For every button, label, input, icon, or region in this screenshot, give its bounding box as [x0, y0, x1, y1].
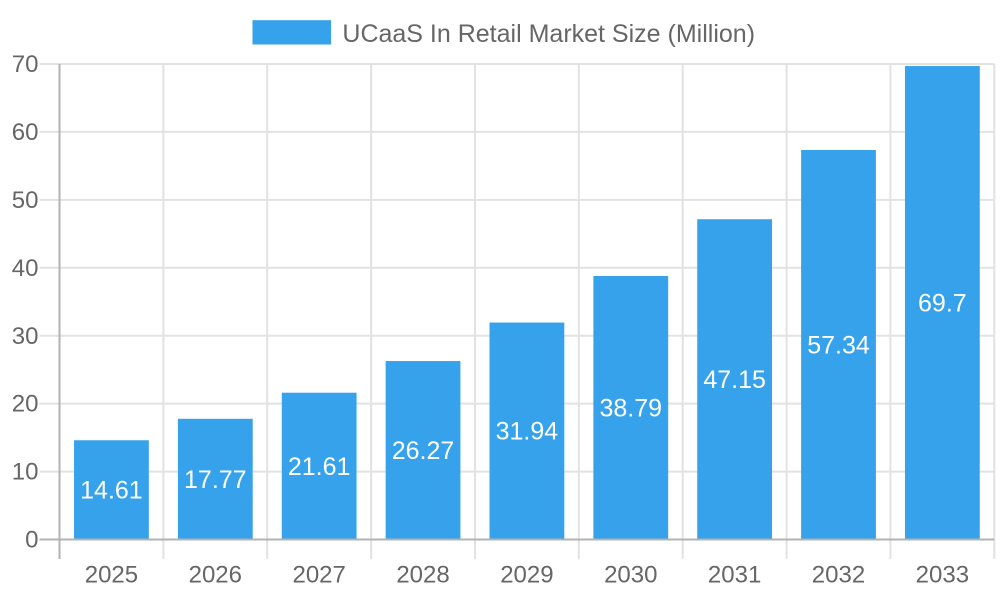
svg-text:2026: 2026 — [189, 561, 242, 588]
svg-text:14.61: 14.61 — [80, 477, 143, 505]
svg-text:2030: 2030 — [604, 561, 657, 588]
svg-text:2027: 2027 — [292, 561, 345, 588]
svg-text:2032: 2032 — [812, 561, 865, 588]
svg-text:70: 70 — [12, 51, 39, 78]
svg-text:26.27: 26.27 — [392, 437, 455, 465]
svg-text:69.7: 69.7 — [918, 289, 967, 317]
svg-text:47.15: 47.15 — [703, 366, 766, 394]
svg-text:40: 40 — [12, 255, 39, 282]
svg-text:60: 60 — [12, 119, 39, 146]
svg-text:50: 50 — [12, 187, 39, 214]
svg-text:30: 30 — [12, 323, 39, 350]
svg-text:2029: 2029 — [500, 561, 553, 588]
svg-text:31.94: 31.94 — [496, 418, 559, 446]
svg-text:0: 0 — [25, 527, 38, 554]
svg-text:2028: 2028 — [396, 561, 449, 588]
svg-text:2025: 2025 — [85, 561, 138, 588]
svg-text:21.61: 21.61 — [288, 453, 351, 481]
svg-text:17.77: 17.77 — [184, 466, 247, 494]
svg-text:38.79: 38.79 — [599, 394, 662, 422]
svg-text:2033: 2033 — [916, 561, 969, 588]
svg-text:2031: 2031 — [708, 561, 761, 588]
svg-text:UCaaS In Retail Market Size (M: UCaaS In Retail Market Size (Million) — [342, 20, 755, 48]
svg-text:57.34: 57.34 — [807, 331, 870, 359]
svg-text:20: 20 — [12, 391, 39, 418]
svg-text:10: 10 — [12, 459, 39, 486]
